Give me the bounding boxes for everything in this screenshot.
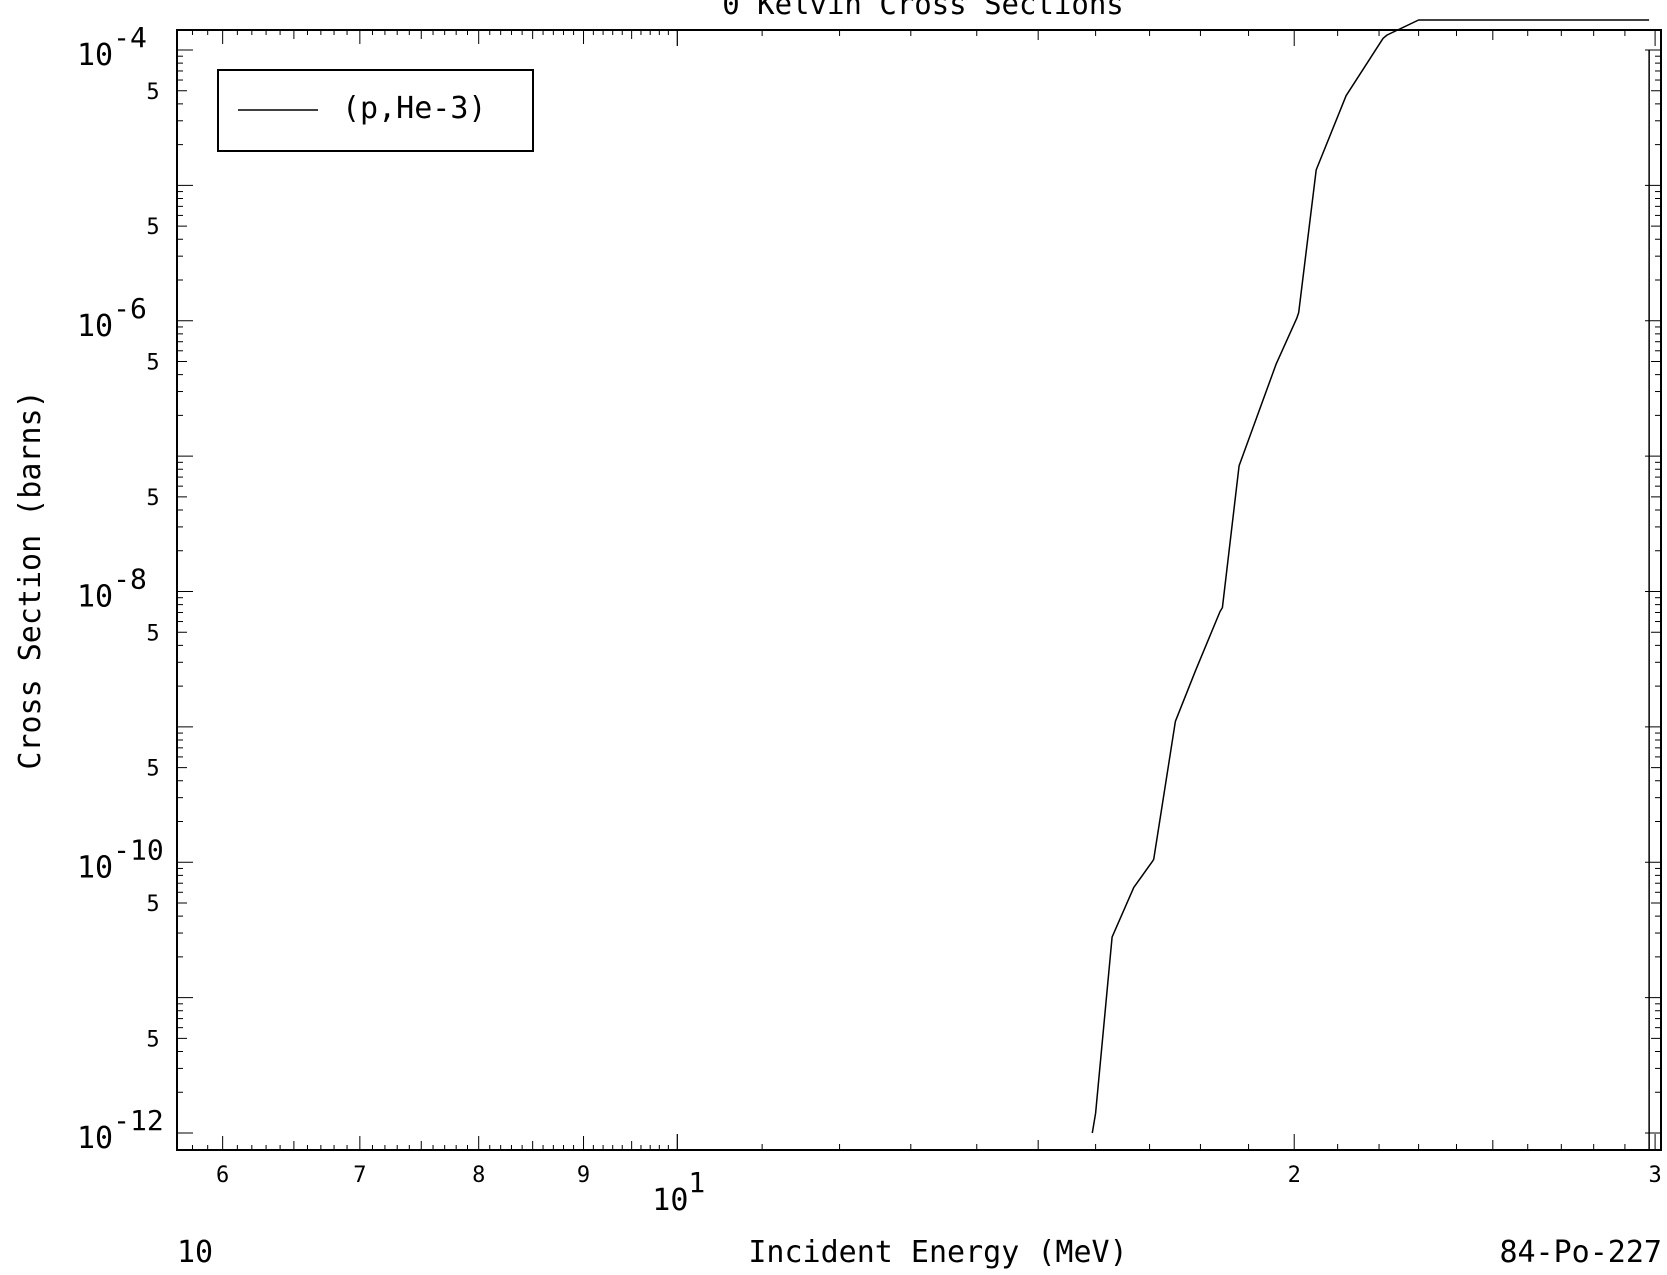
y-tick-label: 10-8 bbox=[77, 563, 147, 615]
chart-title: 0 Kelvin Cross Sections bbox=[722, 0, 1124, 21]
x-decade-label: 101 bbox=[652, 1166, 705, 1218]
x-tick-labels: 6 7 8 9 2 3 101 bbox=[216, 1163, 1662, 1218]
footer-right-label: 84-Po-227 bbox=[1499, 1235, 1662, 1270]
y-tick-label: 10-6 bbox=[77, 292, 147, 344]
y-axis-label: Cross Section (barns) bbox=[13, 390, 48, 769]
legend: (p,He-3) bbox=[217, 69, 534, 152]
y-minor-tick-label: 5 bbox=[146, 892, 159, 917]
y-minor-tick-label: 5 bbox=[146, 351, 159, 376]
y-tick-label: 10-4 bbox=[77, 21, 147, 73]
y-minor-tick-label: 5 bbox=[146, 486, 159, 511]
y-tick-label: 10-12 bbox=[77, 1104, 164, 1156]
y-tick-label: 10-10 bbox=[77, 833, 164, 885]
x-tick-label: 3 bbox=[1648, 1163, 1661, 1188]
x-axis-label: Incident Energy (MeV) bbox=[748, 1235, 1127, 1270]
x-tick-label: 2 bbox=[1288, 1163, 1301, 1188]
footer-left-label: 10 bbox=[177, 1235, 213, 1270]
plot-frame bbox=[176, 29, 1662, 1151]
y-minor-tick-label: 5 bbox=[146, 215, 159, 240]
x-tick-label: 9 bbox=[577, 1163, 590, 1188]
y-minor-tick-label: 5 bbox=[146, 1027, 159, 1052]
y-minor-tick-label: 5 bbox=[146, 80, 159, 105]
y-minor-tick-label: 5 bbox=[146, 757, 159, 782]
series-line-p-he3 bbox=[1091, 19, 1650, 1134]
axes-ticks bbox=[176, 30, 1661, 1150]
x-tick-label: 8 bbox=[472, 1163, 485, 1188]
series-layer bbox=[1091, 19, 1650, 1150]
y-minor-tick-label: 5 bbox=[146, 621, 159, 646]
x-tick-label: 7 bbox=[353, 1163, 366, 1188]
y-tick-labels: 10-4 10-6 10-8 10-10 10-12 5 5 5 5 5 5 5 5 bbox=[77, 21, 164, 1156]
x-tick-label: 6 bbox=[216, 1163, 229, 1188]
legend-label: (p,He-3) bbox=[342, 91, 487, 126]
